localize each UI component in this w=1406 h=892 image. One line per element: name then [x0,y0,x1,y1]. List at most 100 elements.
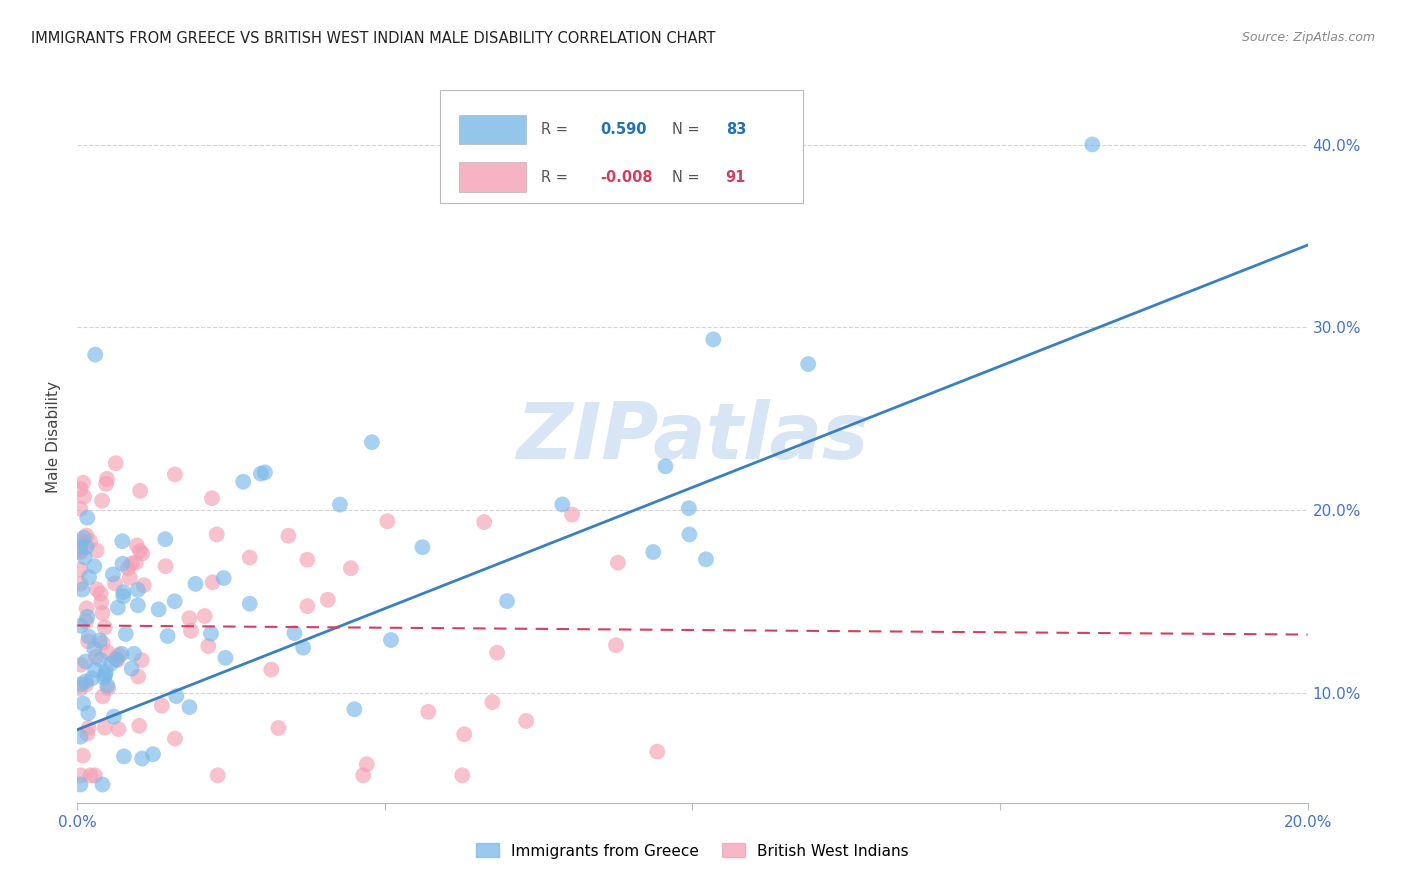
Point [645,745,668,759]
Point [69,501,91,516]
Point [76,510,98,524]
Point [75,615,97,629]
Point [125,556,148,570]
Point [212,571,235,585]
Point [76,727,98,741]
Point [77,630,100,644]
Point [486,646,509,660]
Point [360,435,382,450]
Text: 83: 83 [725,122,747,137]
Point [239,597,262,611]
Point [297,552,319,566]
Point [132,578,155,592]
Point [643,545,665,559]
Point [127,582,149,597]
Point [163,594,186,608]
Point [111,557,134,571]
Point [163,731,186,746]
Point [496,594,519,608]
Point [260,663,283,677]
Point [453,727,475,741]
Point [702,333,724,347]
Point [207,768,229,782]
Point [297,599,319,614]
Text: N =: N = [672,169,699,185]
Point [104,576,127,591]
Point [481,695,503,709]
Point [96,472,118,486]
Point [114,627,136,641]
Point [343,702,366,716]
Point [607,556,630,570]
Point [200,626,222,640]
Point [156,629,179,643]
Point [155,532,177,546]
Point [84,663,107,677]
Point [232,475,254,489]
Point [292,640,315,655]
Point [267,721,290,735]
Point [678,527,700,541]
Point [197,639,219,653]
Point [77,634,100,648]
Point [69,730,91,744]
Point [118,571,141,585]
Text: ZIPatlas: ZIPatlas [516,399,869,475]
Point [76,610,98,624]
Point [83,559,105,574]
Point [127,599,149,613]
Point [352,768,374,782]
Text: 91: 91 [725,169,747,185]
Point [69,482,91,496]
Point [1081,137,1104,152]
Point [90,595,112,609]
Point [96,476,118,491]
Text: IMMIGRANTS FROM GREECE VS BRITISH WEST INDIAN MALE DISABILITY CORRELATION CHART: IMMIGRANTS FROM GREECE VS BRITISH WEST I… [31,31,716,46]
Point [73,550,96,565]
Point [150,698,173,713]
Legend: Immigrants from Greece, British West Indians: Immigrants from Greece, British West Ind… [470,838,915,864]
Point [148,602,170,616]
Point [83,641,105,656]
Point [70,657,93,672]
Point [797,357,820,371]
Point [112,589,135,603]
Point [104,456,127,470]
Point [107,722,129,736]
Point [561,508,583,522]
Point [121,557,143,571]
Point [96,679,118,693]
Point [201,575,224,590]
Point [69,619,91,633]
Point [205,527,228,541]
Point [515,714,537,728]
Point [179,611,201,625]
Point [69,562,91,576]
Point [472,515,495,529]
Point [101,567,124,582]
Point [75,655,97,669]
Point [179,700,201,714]
Point [94,665,117,679]
Point [80,671,103,685]
Point [316,592,339,607]
Point [654,459,676,474]
Point [91,606,114,620]
Point [340,561,363,575]
Point [77,570,100,584]
Point [72,582,94,597]
Point [125,538,148,552]
Point [72,748,94,763]
Point [122,647,145,661]
Point [79,768,101,782]
Point [75,677,97,691]
Point [108,648,131,662]
Point [69,577,91,591]
Point [69,545,91,559]
Point [69,778,91,792]
Point [105,652,128,666]
Point [678,501,700,516]
Text: N =: N = [672,122,699,137]
Point [107,653,129,667]
Point [76,540,98,554]
